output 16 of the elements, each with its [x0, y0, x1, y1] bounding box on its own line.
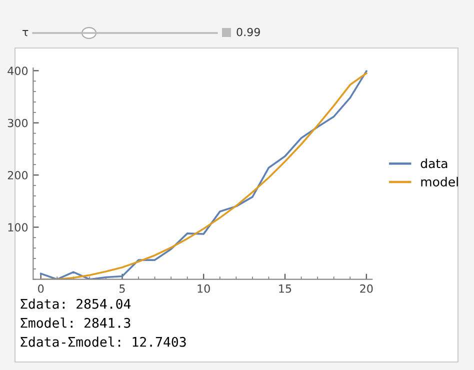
x-tick-label: 20: [360, 284, 373, 293]
x-tick-label: 5: [120, 284, 125, 293]
text: Σdata: 2854.04: [20, 298, 131, 309]
x-tick-label: 15: [279, 284, 292, 293]
x-tick-label: 10: [198, 284, 210, 293]
text: Σdata-Σmodel: 12.7403: [20, 336, 186, 347]
legend-label: data: [420, 158, 448, 168]
text: Σmodel: 2841.3: [20, 318, 130, 328]
y-tick-label: 400: [8, 66, 28, 76]
y-tick-label: 100: [8, 223, 28, 232]
y-tick-label: 200: [8, 170, 28, 180]
x-tick-label: 0: [38, 284, 44, 293]
legend-label: model: [421, 176, 458, 187]
text: 0.99: [236, 28, 260, 36]
text: τ: [22, 30, 28, 36]
y-tick-label: 300: [8, 118, 28, 128]
